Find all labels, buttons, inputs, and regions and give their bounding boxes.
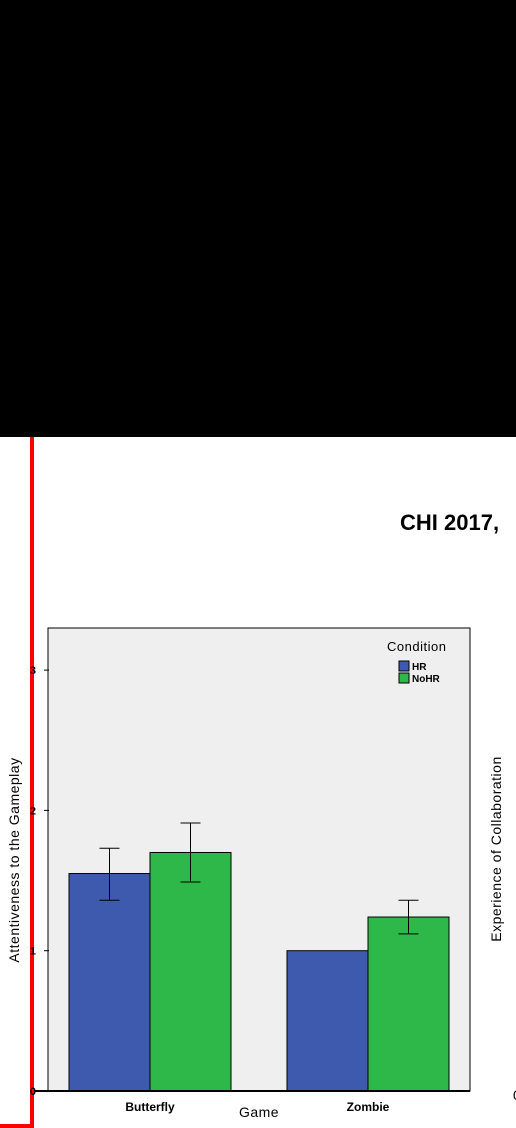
legend-title: Condition <box>387 639 446 654</box>
y-tick-label: 1 <box>30 946 36 958</box>
bar-nohr-butterfly <box>150 852 231 1091</box>
y-tick-label: 3 <box>30 665 36 677</box>
y-axis-title: Attentiveness to the Gameplay <box>6 757 22 962</box>
legend-swatch-hr <box>399 661 409 671</box>
legend-label-hr: HR <box>412 662 427 673</box>
y-tick-labels: 0 1 2 3 <box>30 665 36 1098</box>
y-tick-label: 0 <box>30 1086 36 1098</box>
second-chart-y-axis-title: Experience of Collaboration <box>488 756 504 942</box>
bar-hr-zombie <box>287 951 368 1091</box>
x-category-label: Zombie <box>347 1100 390 1114</box>
x-axis-title: Game <box>239 1104 279 1120</box>
y-tick-label: 2 <box>30 805 36 817</box>
bar-hr-butterfly <box>69 874 150 1091</box>
legend-swatch-nohr <box>399 673 409 683</box>
legend-label-nohr: NoHR <box>412 674 441 685</box>
bar-nohr-zombie <box>368 917 449 1091</box>
x-category-label: Butterfly <box>125 1100 175 1114</box>
